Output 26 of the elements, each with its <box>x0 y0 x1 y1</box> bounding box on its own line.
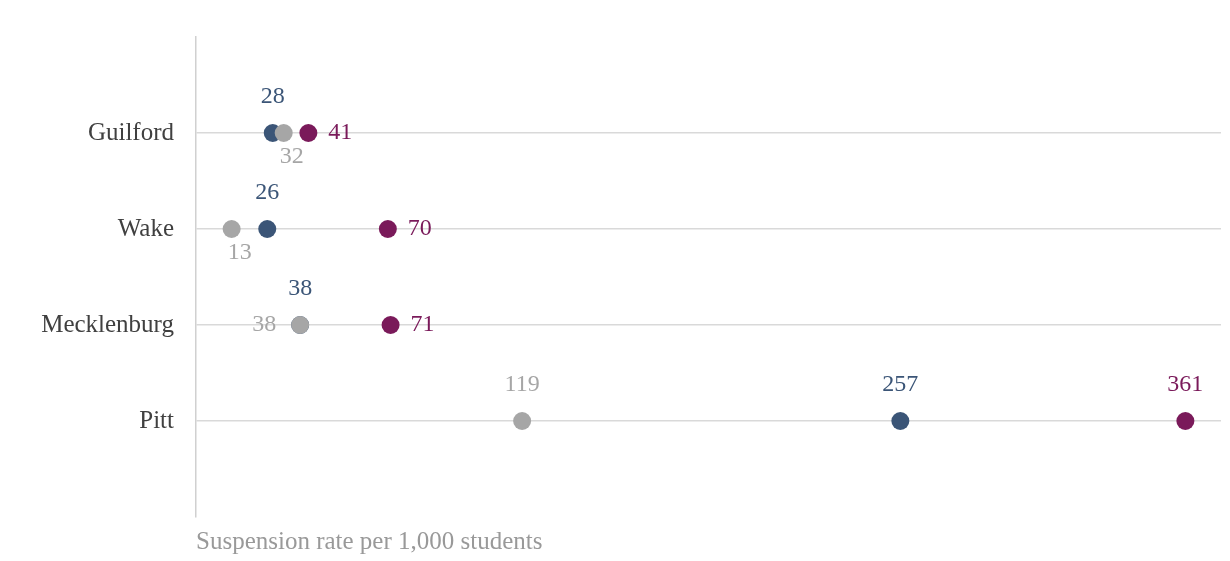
point <box>258 220 277 238</box>
data-label: 119 <box>504 370 540 397</box>
y-tick-label: Pitt <box>139 405 175 433</box>
data-label: 257 <box>882 370 919 397</box>
y-tick-label: Mecklenburg <box>41 309 175 337</box>
data-label: 70 <box>407 214 432 241</box>
y-tick-label: Wake <box>117 213 174 241</box>
data-label: 38 <box>288 274 313 301</box>
point <box>513 412 532 430</box>
point <box>222 220 241 238</box>
point <box>274 124 293 142</box>
data-label: 41 <box>328 118 353 145</box>
data-label: 32 <box>279 142 304 169</box>
point <box>299 124 318 142</box>
data-label: 38 <box>252 310 277 337</box>
data-label: 26 <box>255 178 280 205</box>
data-label: 28 <box>260 82 285 109</box>
point <box>891 412 910 430</box>
point <box>1176 412 1195 430</box>
data-label: 361 <box>1167 370 1204 397</box>
data-label: 71 <box>410 310 435 337</box>
point <box>378 220 397 238</box>
point <box>381 316 400 334</box>
y-tick-label: Guilford <box>87 117 175 145</box>
x-axis-title: Suspension rate per 1,000 students <box>196 526 543 554</box>
data-label: 13 <box>227 238 252 265</box>
